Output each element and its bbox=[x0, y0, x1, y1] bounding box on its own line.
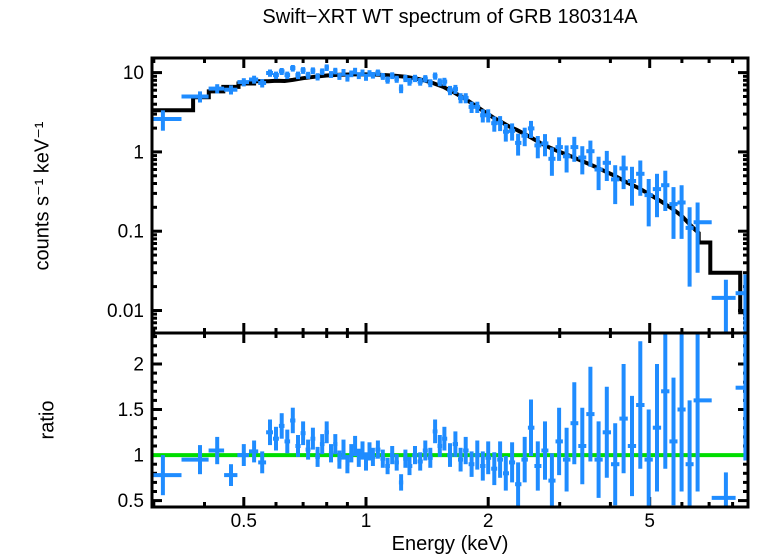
x-axis-tick-label: 1 bbox=[361, 511, 372, 532]
chart-title: Swift−XRT WT spectrum of GRB 180314A bbox=[262, 6, 638, 28]
spectrum-y-tick-label: 1 bbox=[133, 142, 144, 163]
ratio-y-tick-label: 1 bbox=[133, 446, 144, 467]
ratio-data-series bbox=[152, 333, 748, 507]
x-axis-tick-label: 2 bbox=[483, 511, 494, 532]
x-axis-tick-label: 5 bbox=[644, 511, 655, 532]
spectrum-data-series bbox=[152, 64, 748, 333]
x-axis-label: Energy (keV) bbox=[391, 533, 509, 555]
ratio-panel-frame bbox=[150, 331, 750, 509]
ratio-y-tick-label: 1.5 bbox=[118, 400, 144, 421]
x-axis-tick-label: 0.5 bbox=[231, 511, 257, 532]
ratio-y-tick-label: 0.5 bbox=[118, 491, 144, 512]
spectrum-y-tick-label: 10 bbox=[123, 63, 144, 84]
spectrum-y-tick-label: 0.1 bbox=[118, 222, 144, 243]
spectrum-y-tick-label: 0.01 bbox=[107, 301, 144, 322]
ratio-y-tick-label: 2 bbox=[133, 355, 144, 376]
